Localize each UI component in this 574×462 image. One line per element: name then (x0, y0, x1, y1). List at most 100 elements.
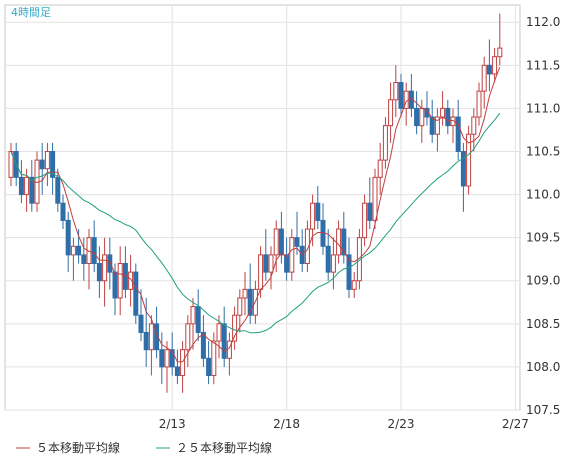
candle-body (190, 306, 196, 325)
candle-body (96, 263, 102, 282)
y-tick-label: 110.0 (526, 188, 560, 202)
candle-body (60, 202, 66, 221)
candle-body (414, 107, 420, 127)
candle-body (289, 237, 295, 273)
candle-body (263, 254, 269, 273)
candle (190, 297, 196, 350)
candle (429, 99, 435, 143)
candle (351, 272, 357, 298)
candle (18, 160, 24, 204)
candle-body (471, 116, 477, 135)
candle (195, 289, 201, 342)
candle-body (310, 202, 316, 230)
candle (325, 229, 331, 281)
candle-body (128, 271, 134, 290)
candle (455, 99, 461, 161)
candle-body (81, 254, 87, 265)
candle (200, 315, 206, 367)
candle (221, 306, 227, 367)
candle-body (24, 176, 30, 196)
candle (460, 142, 466, 212)
candle-body (8, 150, 14, 178)
candle-body (434, 116, 440, 135)
candle-body (76, 245, 82, 256)
moving-averages (10, 66, 501, 363)
candle-body (388, 99, 394, 127)
candle (466, 125, 472, 195)
candle (486, 39, 492, 92)
candle-body (382, 125, 388, 161)
candle (263, 229, 269, 281)
candle-body (133, 271, 139, 316)
candle-body (143, 331, 149, 351)
candle (211, 332, 217, 385)
candle (268, 246, 274, 290)
candle-body (445, 107, 451, 127)
candle (341, 211, 347, 264)
candle-body (440, 107, 446, 118)
candle (206, 341, 212, 385)
candle-body (273, 228, 279, 256)
candle-body (466, 133, 472, 187)
candle (44, 142, 50, 186)
candle (471, 108, 477, 152)
candle (367, 177, 373, 230)
legend-label-ma5: ５本移動平均線 (36, 440, 120, 455)
candle (242, 272, 248, 316)
candle (102, 237, 108, 307)
candle-body (180, 349, 186, 377)
candle-body (195, 306, 201, 333)
candle-body (55, 176, 61, 204)
candle (372, 168, 378, 230)
candle (50, 142, 56, 195)
candle-body (429, 116, 435, 135)
y-tick-label: 110.5 (526, 144, 560, 158)
candle (164, 341, 170, 393)
candle (107, 237, 113, 290)
candle-body (102, 254, 108, 282)
candle-body (18, 176, 24, 196)
candle-body (148, 323, 154, 351)
candle (492, 48, 498, 83)
candle (128, 254, 134, 307)
candle-body (65, 219, 71, 256)
candle-body (372, 176, 378, 221)
y-tick-label: 109.0 (526, 274, 560, 288)
candle (133, 263, 139, 324)
candle-body (237, 297, 243, 316)
candle (96, 246, 102, 298)
candle-body (284, 254, 290, 273)
candle (117, 246, 123, 316)
candle-body (393, 82, 399, 101)
candle-body (117, 263, 123, 299)
candle (29, 160, 35, 212)
candle-body (138, 314, 144, 333)
candle (112, 263, 118, 316)
y-tick-label: 111.0 (526, 101, 560, 115)
candle (169, 332, 175, 376)
candle-body (169, 349, 175, 368)
candle (180, 341, 186, 393)
candle (414, 91, 420, 135)
candle (143, 297, 149, 367)
x-tick-label: 2/18 (273, 417, 300, 431)
y-tick-label: 108.0 (526, 360, 560, 374)
candle-body (206, 357, 212, 377)
candle-body (460, 150, 466, 187)
candle (148, 315, 154, 376)
candle-body (242, 288, 248, 299)
candle (138, 289, 144, 342)
x-axis: 2/13 2/18 2/23 2/27 (159, 417, 529, 431)
candle-body (294, 237, 300, 247)
candle (8, 142, 14, 186)
candle (159, 332, 165, 385)
candle-body (315, 202, 321, 221)
y-tick-label: 107.5 (526, 403, 560, 417)
candle-body (247, 288, 253, 316)
candle (65, 211, 71, 273)
candle-body (185, 323, 191, 351)
candles (8, 13, 503, 393)
y-tick-label: 111.5 (526, 58, 560, 72)
